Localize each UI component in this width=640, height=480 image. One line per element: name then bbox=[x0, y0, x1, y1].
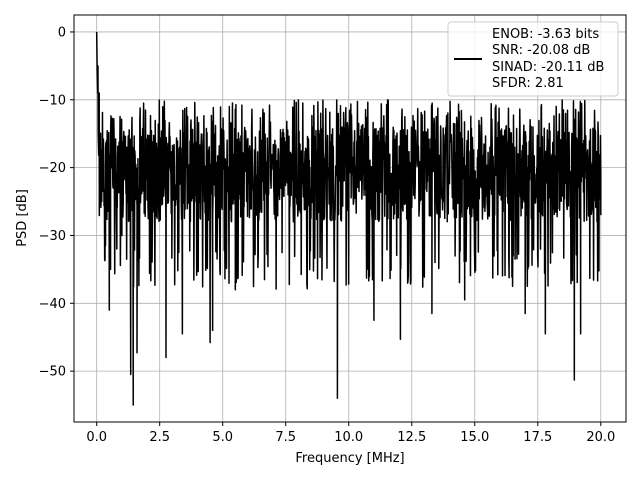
legend-box bbox=[447, 21, 619, 97]
x-axis-title: Frequency [MHz] bbox=[295, 451, 404, 466]
x-axis: 0.0 2.5 5.0 7.5 10.0 12.5 15.0 17.5 20.0 bbox=[86, 422, 615, 445]
x-tick-label: 12.5 bbox=[397, 430, 426, 445]
x-tick-label: 20.0 bbox=[586, 430, 615, 445]
x-tick-label: 5.0 bbox=[212, 430, 233, 445]
y-tick-label: −20 bbox=[39, 161, 66, 176]
legend-snr: SNR: -20.08 dB bbox=[492, 43, 590, 58]
legend-enob: ENOB: -3.63 bits bbox=[492, 27, 599, 42]
x-tick-label: 2.5 bbox=[149, 430, 170, 445]
y-tick-label: 0 bbox=[58, 25, 66, 40]
psd-series-line bbox=[95, 31, 602, 406]
plot-frame bbox=[73, 14, 627, 423]
plot-area bbox=[95, 31, 602, 406]
y-tick-label: −40 bbox=[39, 297, 66, 312]
y-tick-label: −10 bbox=[39, 93, 66, 108]
legend: ENOB: -3.63 bits SNR: -20.08 dB SINAD: -… bbox=[447, 21, 619, 97]
y-tick-label: −50 bbox=[39, 365, 66, 380]
x-tick-label: 7.5 bbox=[275, 430, 296, 445]
legend-sinad: SINAD: -20.11 dB bbox=[492, 60, 604, 75]
y-axis: 0 −10 −20 −30 −40 −50 bbox=[39, 25, 74, 380]
legend-sfdr: SFDR: 2.81 bbox=[492, 76, 564, 91]
y-axis-title: PSD [dB] bbox=[15, 189, 30, 247]
y-tick-label: −30 bbox=[39, 229, 66, 244]
x-tick-label: 0.0 bbox=[86, 430, 107, 445]
x-tick-label: 10.0 bbox=[334, 430, 363, 445]
x-tick-label: 17.5 bbox=[523, 430, 552, 445]
x-tick-label: 15.0 bbox=[460, 430, 489, 445]
